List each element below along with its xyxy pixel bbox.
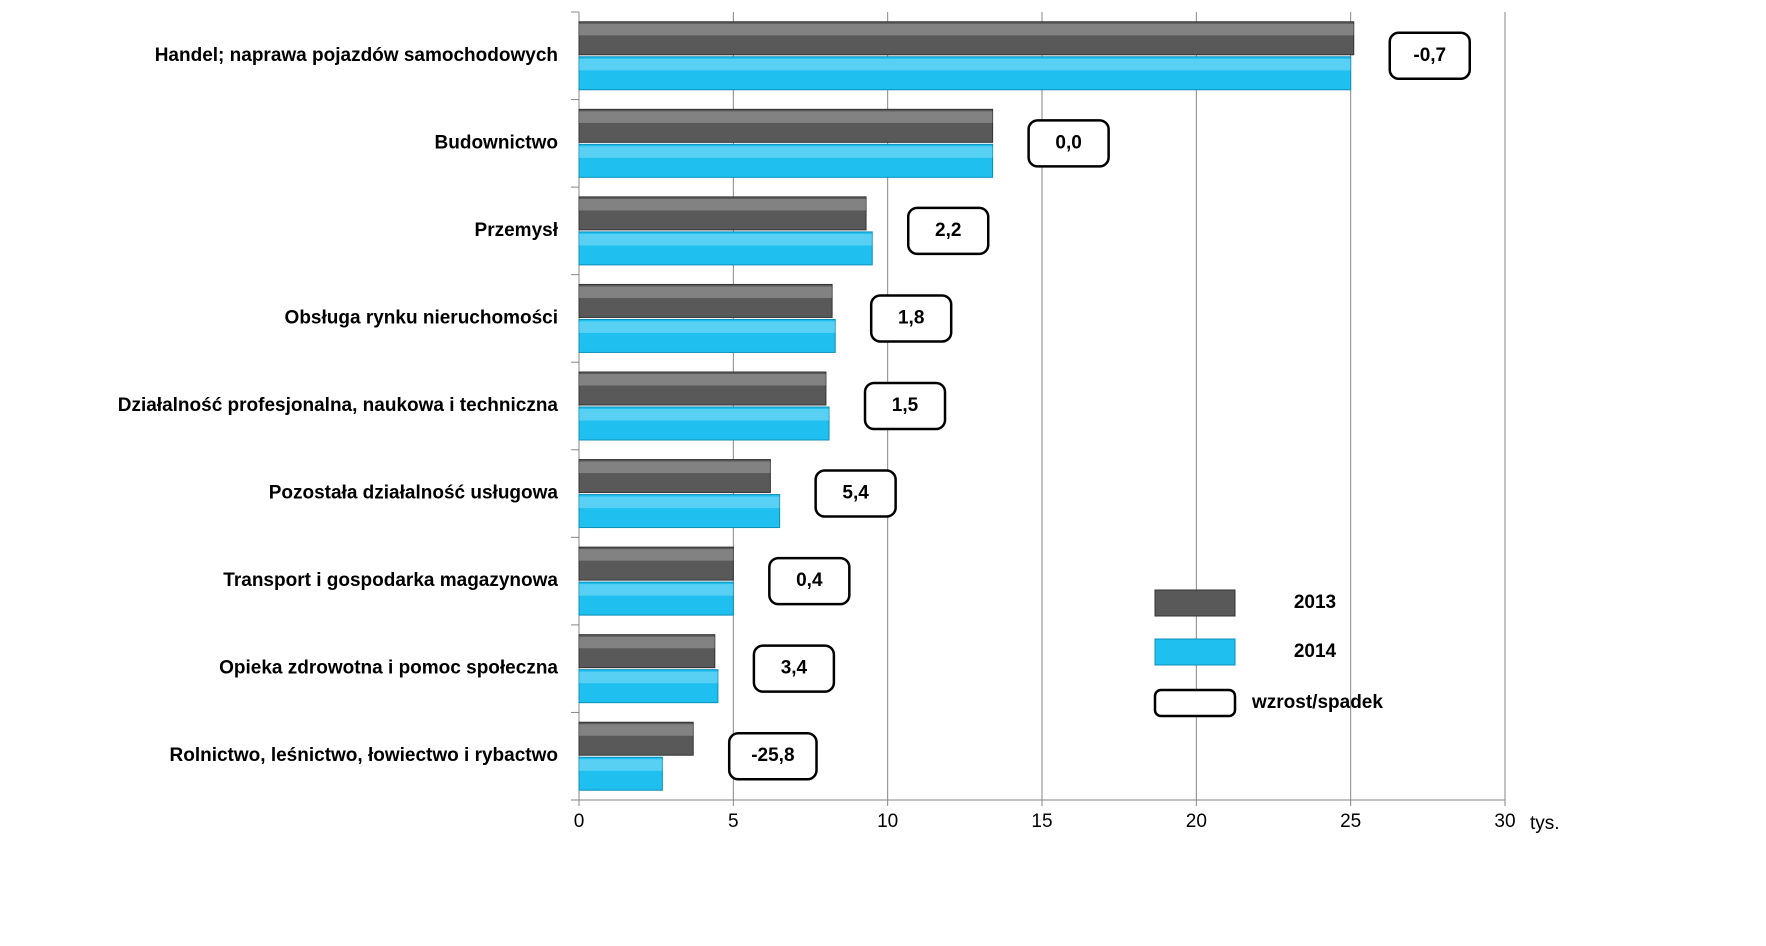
bar-highlight <box>579 146 993 158</box>
change-label: 1,8 <box>898 307 924 328</box>
bar <box>578 371 827 406</box>
bar-highlight <box>579 636 715 649</box>
x-tick-label: 20 <box>1186 811 1207 832</box>
bar <box>578 721 694 756</box>
bar <box>578 634 716 669</box>
bar-highlight <box>579 584 734 596</box>
bar-highlight <box>579 409 830 421</box>
bar-highlight <box>579 111 993 123</box>
x-axis-unit: tys. <box>1530 813 1560 834</box>
y-tick-label: Działalność profesjonalna, naukowa i tec… <box>118 395 559 416</box>
y-tick-label: Handel; naprawa pojazdów samochodowych <box>155 45 558 66</box>
change-label: 1,5 <box>892 395 919 416</box>
change-label: -0,7 <box>1413 45 1446 66</box>
bar <box>578 581 734 616</box>
legend-swatch <box>1154 589 1236 617</box>
change-box <box>727 731 818 781</box>
bar-highlight <box>579 461 771 474</box>
bar <box>578 546 734 581</box>
y-tick-label: Obsługa rynku nieruchomości <box>285 307 558 328</box>
change-label: 5,4 <box>842 483 869 504</box>
bar-highlight <box>579 233 873 246</box>
change-label: 3,4 <box>781 658 808 679</box>
bar-highlight <box>579 496 780 509</box>
legend-swatch <box>1154 638 1236 666</box>
x-tick-label: 0 <box>574 811 585 832</box>
bar-highlight <box>579 321 836 333</box>
change-box <box>752 644 836 693</box>
change-label: 0,0 <box>1055 132 1081 153</box>
legend-swatch <box>1153 688 1237 718</box>
bar-highlight <box>579 286 833 298</box>
bar-highlight <box>579 549 734 561</box>
bar <box>578 56 1352 91</box>
y-tick-label: Przemysł <box>475 220 559 241</box>
bar-highlight <box>579 58 1351 71</box>
bar-highlight <box>579 23 1354 36</box>
change-box <box>869 294 953 343</box>
legend-label: 2013 <box>1294 592 1336 613</box>
bar <box>578 21 1355 56</box>
bar <box>578 231 873 266</box>
bar <box>578 283 833 318</box>
legend-label: wzrost/spadek <box>1251 692 1383 713</box>
bar <box>578 494 781 529</box>
bar <box>578 143 994 178</box>
change-box <box>863 381 947 431</box>
bar <box>578 406 830 441</box>
x-tick-label: 10 <box>877 811 898 832</box>
x-tick-label: 30 <box>1494 811 1515 832</box>
x-tick-label: 15 <box>1031 811 1052 832</box>
change-box <box>814 469 897 518</box>
y-tick-label: Opieka zdrowotna i pomoc społeczna <box>219 658 558 679</box>
x-tick-label: 25 <box>1340 811 1361 832</box>
change-label: 0,4 <box>796 570 823 591</box>
legend-label: 2014 <box>1294 641 1337 662</box>
change-label: -25,8 <box>751 745 794 766</box>
change-box <box>906 206 990 256</box>
bar <box>578 318 836 353</box>
x-tick-label: 5 <box>728 811 739 832</box>
bar <box>578 756 663 791</box>
y-tick-label: Rolnictwo, leśnictwo, łowiectwo i rybact… <box>170 745 559 766</box>
y-tick-label: Budownictwo <box>435 132 558 153</box>
change-box <box>1027 119 1110 168</box>
bar-highlight <box>579 724 694 736</box>
bar <box>578 459 771 494</box>
bar <box>578 196 867 231</box>
bar-highlight <box>579 374 826 386</box>
y-tick-label: Transport i gospodarka magazynowa <box>223 570 558 591</box>
bar-highlight <box>579 671 718 684</box>
change-label: 2,2 <box>935 220 961 241</box>
bar-highlight <box>579 759 663 771</box>
y-tick-label: Pozostała działalność usługowa <box>269 483 559 504</box>
bar-highlight <box>579 198 867 211</box>
change-box <box>768 556 851 606</box>
bar <box>578 669 719 704</box>
bar <box>578 108 994 143</box>
change-box <box>1388 31 1472 81</box>
